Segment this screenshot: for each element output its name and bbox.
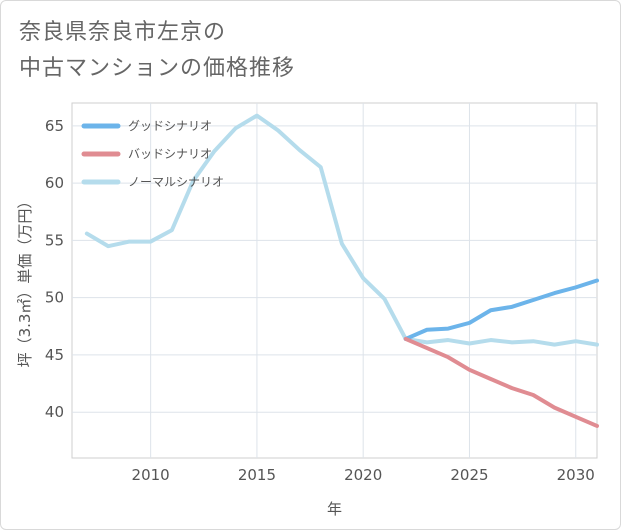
series-line-2	[403, 336, 599, 428]
chart-title: 奈良県奈良市左京の 中古マンションの価格推移	[19, 15, 295, 87]
y-tick-label: 55	[45, 231, 64, 249]
y-tick-label: 45	[45, 346, 64, 364]
x-tick-label: 2010	[132, 466, 170, 484]
x-tick-label: 2020	[344, 466, 382, 484]
chart-title-line-2: 中古マンションの価格推移	[19, 56, 296, 81]
x-axis-label: 年	[327, 500, 342, 518]
y-tick-label: 50	[45, 289, 64, 307]
chart-title-line-1: 奈良県奈良市左京の	[19, 20, 227, 45]
y-tick-label: 40	[45, 403, 64, 421]
x-tick-label: 2030	[557, 466, 595, 484]
legend-label: グッドシナリオ	[128, 119, 212, 133]
plot-area	[71, 102, 598, 459]
x-tick-label: 2015	[238, 466, 276, 484]
series-line-3	[84, 113, 599, 347]
y-tick-label: 65	[45, 117, 64, 135]
y-axis-label: 坪（3.3㎡）単価（万円）	[16, 194, 34, 368]
y-tick-label: 60	[45, 174, 64, 192]
series-line-1	[403, 278, 599, 341]
legend-label: ノーマルシナリオ	[128, 175, 224, 189]
legend-label: バッドシナリオ	[128, 147, 212, 161]
x-tick-label: 2025	[450, 466, 488, 484]
